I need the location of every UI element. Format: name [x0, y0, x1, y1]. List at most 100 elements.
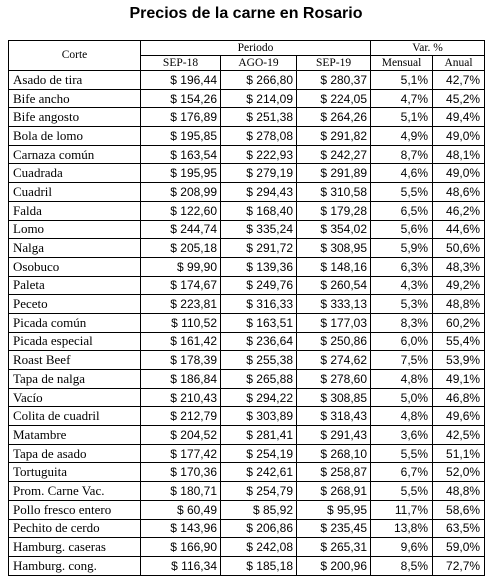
- cell-sep19: $ 177,03: [295, 312, 372, 333]
- cell-sep19: $ 308,85: [295, 387, 372, 408]
- header-corte: Corte: [8, 40, 141, 71]
- cell-mensual: 6,3%: [370, 256, 434, 277]
- cell-sep19: $ 235,45: [295, 518, 372, 539]
- table-row: Tapa de nalga $ 186,84 $ 265,88 $ 278,60 4,8…: [8, 369, 486, 389]
- cell-sep19: $ 265,31: [295, 537, 372, 557]
- cell-ago19: $ 294,43: [220, 182, 297, 202]
- cell-ago19: $ 281,41: [220, 425, 297, 445]
- table-row: Osobuco $ 99,90 $ 139,36 $ 148,16 6,3% 48,3%: [8, 256, 486, 277]
- cell-ago19: $ 222,93: [220, 144, 297, 165]
- cell-mensual: 4,8%: [370, 369, 434, 389]
- cell-sep19: $ 95,95: [295, 499, 372, 520]
- table-row: Hamburg. cong. $ 116,34 $ 185,18 $ 200,96 8,…: [8, 555, 486, 576]
- header-anual: Anual: [432, 55, 486, 71]
- table-row: Cuadrada $ 195,95 $ 279,19 $ 291,89 4,6% 49,0…: [8, 163, 486, 184]
- cell-sep18: $ 166,90: [140, 537, 221, 557]
- cell-sep19: $ 310,58: [295, 182, 372, 202]
- cell-mensual: 7,5%: [370, 350, 434, 370]
- cell-mensual: 4,7%: [370, 88, 434, 109]
- cell-anual: 48,3%: [432, 256, 486, 277]
- cell-anual: 42,5%: [432, 425, 486, 445]
- cell-corte: Carnaza común: [8, 144, 141, 165]
- cell-sep19: $ 268,10: [295, 443, 372, 464]
- cell-sep19: $ 260,54: [295, 275, 372, 296]
- cell-corte: Hamburg. cong.: [8, 555, 141, 576]
- cell-sep19: $ 224,05: [295, 88, 372, 109]
- cell-anual: 48,8%: [432, 294, 486, 314]
- cell-anual: 60,2%: [432, 312, 486, 333]
- cell-mensual: 13,8%: [370, 518, 434, 539]
- table-row: Pollo fresco entero $ 60,49 $ 85,92 $ 95,95…: [8, 499, 486, 520]
- cell-anual: 72,7%: [432, 555, 486, 576]
- table-row: Falda $ 122,60 $ 168,40 $ 179,28 6,5% 46,2%: [8, 200, 486, 221]
- cell-anual: 45,2%: [432, 88, 486, 109]
- cell-corte: Lomo: [8, 219, 141, 240]
- cell-sep19: $ 264,26: [295, 107, 372, 128]
- cell-ago19: $ 266,80: [220, 70, 297, 90]
- cell-sep19: $ 291,43: [295, 425, 372, 445]
- cell-sep18: $ 180,71: [140, 481, 221, 501]
- table-row: Matambre $ 204,52 $ 281,41 $ 291,43 3,6% 42,5…: [8, 425, 486, 445]
- table-row: Bife ancho $ 154,26 $ 214,09 $ 224,05 4,7% 45…: [8, 88, 486, 109]
- cell-sep18: $ 178,39: [140, 350, 221, 370]
- header-sep18: SEP-18: [140, 55, 221, 71]
- table-row: Cuadril $ 208,99 $ 294,43 $ 310,58 5,5% 48,6%: [8, 182, 486, 202]
- cell-corte: Prom. Carne Vac.: [8, 481, 141, 501]
- cell-ago19: $ 251,38: [220, 107, 297, 128]
- cell-corte: Tapa de asado: [8, 443, 141, 464]
- cell-corte: Bife angosto: [8, 107, 141, 128]
- cell-ago19: $ 316,33: [220, 294, 297, 314]
- cell-mensual: 5,5%: [370, 443, 434, 464]
- cell-sep18: $ 205,18: [140, 238, 221, 258]
- cell-ago19: $ 242,61: [220, 462, 297, 483]
- cell-ago19: $ 279,19: [220, 163, 297, 184]
- cell-sep18: $ 208,99: [140, 182, 221, 202]
- cell-sep19: $ 179,28: [295, 200, 372, 221]
- cell-ago19: $ 249,76: [220, 275, 297, 296]
- header-var: Var. %: [370, 40, 486, 56]
- cell-sep18: $ 174,67: [140, 275, 221, 296]
- cell-sep18: $ 161,42: [140, 331, 221, 352]
- cell-corte: Asado de tira: [8, 70, 141, 90]
- cell-sep19: $ 291,89: [295, 163, 372, 184]
- cell-anual: 63,5%: [432, 518, 486, 539]
- cell-sep19: $ 258,87: [295, 462, 372, 483]
- table-row: Bola de lomo $ 195,85 $ 278,08 $ 291,82 4,9%…: [8, 126, 486, 146]
- cell-mensual: 5,5%: [370, 182, 434, 202]
- cell-mensual: 4,9%: [370, 126, 434, 146]
- table-row: Picada especial $ 161,42 $ 236,64 $ 250,86 6…: [8, 331, 486, 352]
- cell-anual: 50,6%: [432, 238, 486, 258]
- cell-ago19: $ 335,24: [220, 219, 297, 240]
- cell-corte: Pollo fresco entero: [8, 499, 141, 520]
- table-row: Carnaza común $ 163,54 $ 222,93 $ 242,27 8,7…: [8, 144, 486, 165]
- cell-mensual: 8,3%: [370, 312, 434, 333]
- cell-anual: 53,9%: [432, 350, 486, 370]
- cell-corte: Osobuco: [8, 256, 141, 277]
- cell-mensual: 6,7%: [370, 462, 434, 483]
- cell-sep18: $ 244,74: [140, 219, 221, 240]
- cell-sep18: $ 176,89: [140, 107, 221, 128]
- cell-sep19: $ 280,37: [295, 70, 372, 90]
- table-row: Paleta $ 174,67 $ 249,76 $ 260,54 4,3% 49,2%: [8, 275, 486, 296]
- cell-mensual: 8,7%: [370, 144, 434, 165]
- cell-ago19: $ 278,08: [220, 126, 297, 146]
- cell-ago19: $ 294,22: [220, 387, 297, 408]
- cell-mensual: 4,6%: [370, 163, 434, 184]
- table-row: Colita de cuadril $ 212,79 $ 303,89 $ 318,4…: [8, 406, 486, 427]
- header-mensual: Mensual: [370, 55, 434, 71]
- cell-sep18: $ 195,95: [140, 163, 221, 184]
- table-row: Hamburg. caseras $ 166,90 $ 242,08 $ 265,31…: [8, 537, 486, 557]
- cell-anual: 49,4%: [432, 107, 486, 128]
- cell-anual: 59,0%: [432, 537, 486, 557]
- cell-sep18: $ 122,60: [140, 200, 221, 221]
- cell-ago19: $ 163,51: [220, 312, 297, 333]
- cell-anual: 44,6%: [432, 219, 486, 240]
- cell-ago19: $ 254,79: [220, 481, 297, 501]
- cell-anual: 49,1%: [432, 369, 486, 389]
- cell-sep19: $ 250,86: [295, 331, 372, 352]
- cell-sep19: $ 148,16: [295, 256, 372, 277]
- cell-sep18: $ 186,84: [140, 369, 221, 389]
- cell-anual: 48,6%: [432, 182, 486, 202]
- cell-sep18: $ 210,43: [140, 387, 221, 408]
- cell-corte: Peceto: [8, 294, 141, 314]
